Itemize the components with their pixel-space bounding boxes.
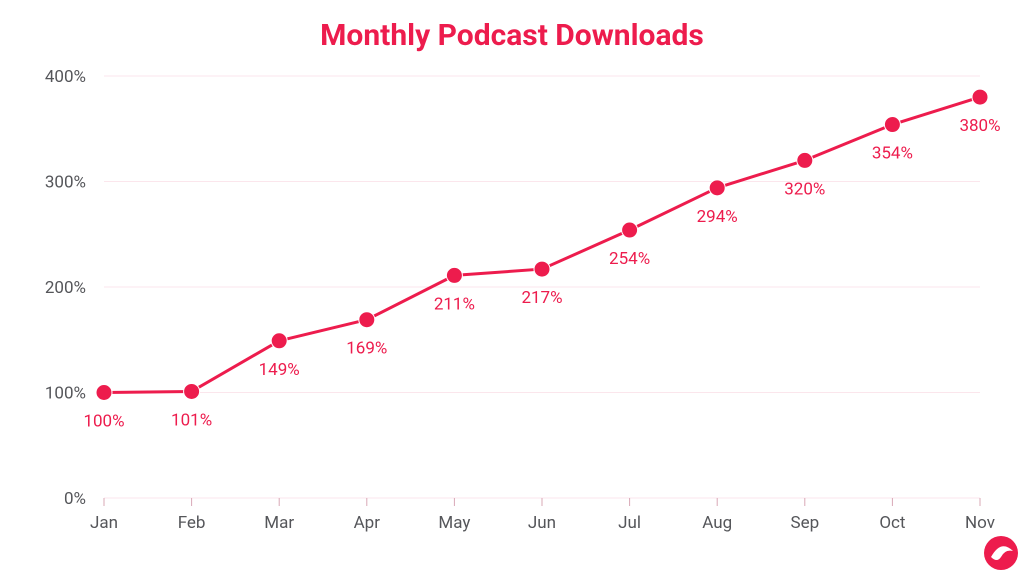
data-point [96,385,112,401]
data-point [446,267,462,283]
x-axis-label: Feb [178,513,206,533]
x-axis-label: Nov [965,513,995,533]
line-chart: 0% 100% 200% 300% 400% Jan Feb Mar Apr May Jun Jul A… [0,0,1024,576]
series-line [104,97,980,392]
data-point [534,261,550,277]
value-label: 149% [259,360,300,380]
y-axis-label: 0% [64,489,86,509]
x-axis-label: Sep [790,513,819,533]
x-axis-label: Aug [702,513,732,533]
value-label: 169% [346,339,387,359]
value-label: 294% [697,207,738,227]
value-label: 354% [872,144,913,164]
x-axis-label: May [438,513,470,533]
x-axis-label: Apr [354,513,381,533]
y-axis-label: 400% [45,67,86,87]
value-label: 211% [434,294,475,314]
x-axis-label: Jan [90,513,118,533]
value-label: 217% [521,288,562,308]
data-point [359,312,375,328]
value-label: 320% [784,179,825,199]
value-label: 100% [83,412,124,432]
value-label: 380% [959,116,1000,136]
y-axis-label: 200% [45,278,86,298]
x-axis-label: Mar [264,513,294,533]
data-point [884,117,900,133]
data-point [622,222,638,238]
y-axis-label: 300% [45,173,86,193]
value-label: 254% [609,249,650,269]
data-point [709,180,725,196]
value-label: 101% [171,410,212,430]
x-axis-label: Jun [528,513,556,533]
data-point [184,383,200,399]
x-axis-label: Oct [879,513,905,533]
data-point [797,152,813,168]
chart-container: Monthly Podcast Downloads 0%100%200%300%… [0,0,1024,576]
data-point [271,333,287,349]
y-axis-label: 100% [45,384,86,404]
x-axis-label: Jul [618,513,641,533]
data-point [972,89,988,105]
